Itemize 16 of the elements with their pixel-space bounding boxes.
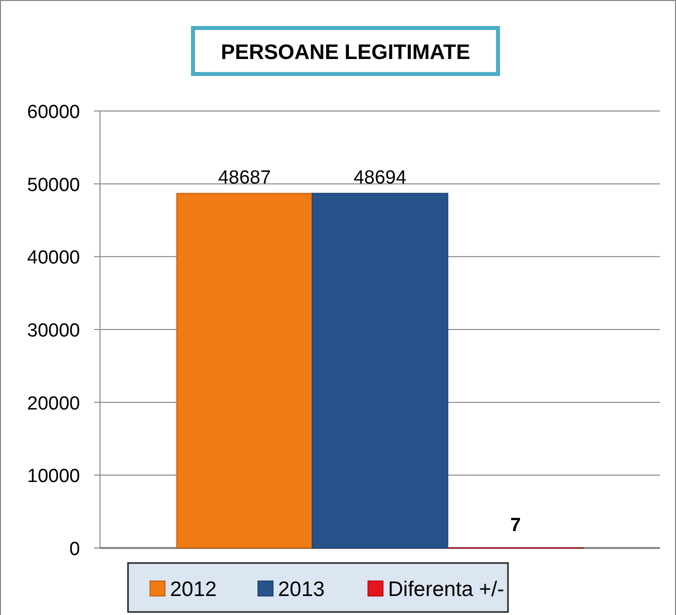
y-tick-label: 50000	[27, 174, 80, 196]
bar	[312, 192, 448, 548]
chart-title: PERSOANE LEGITIMATE	[220, 41, 470, 64]
bar	[176, 192, 313, 548]
y-tick-label: 30000	[27, 320, 80, 342]
legend-label: 2012	[170, 578, 217, 601]
legend-label: 2013	[278, 578, 325, 601]
data-label: 48687	[218, 167, 271, 188]
y-tick-label: 60000	[27, 102, 80, 123]
y-tick-label: 10000	[27, 466, 80, 488]
y-tick-label: 20000	[27, 393, 80, 414]
data-label: 7	[510, 515, 521, 536]
data-label: 48694	[354, 167, 407, 188]
y-tick-label: 40000	[27, 248, 80, 269]
y-tick-label: 0	[69, 539, 80, 560]
legend-label: Diferenta +/-	[388, 578, 504, 601]
